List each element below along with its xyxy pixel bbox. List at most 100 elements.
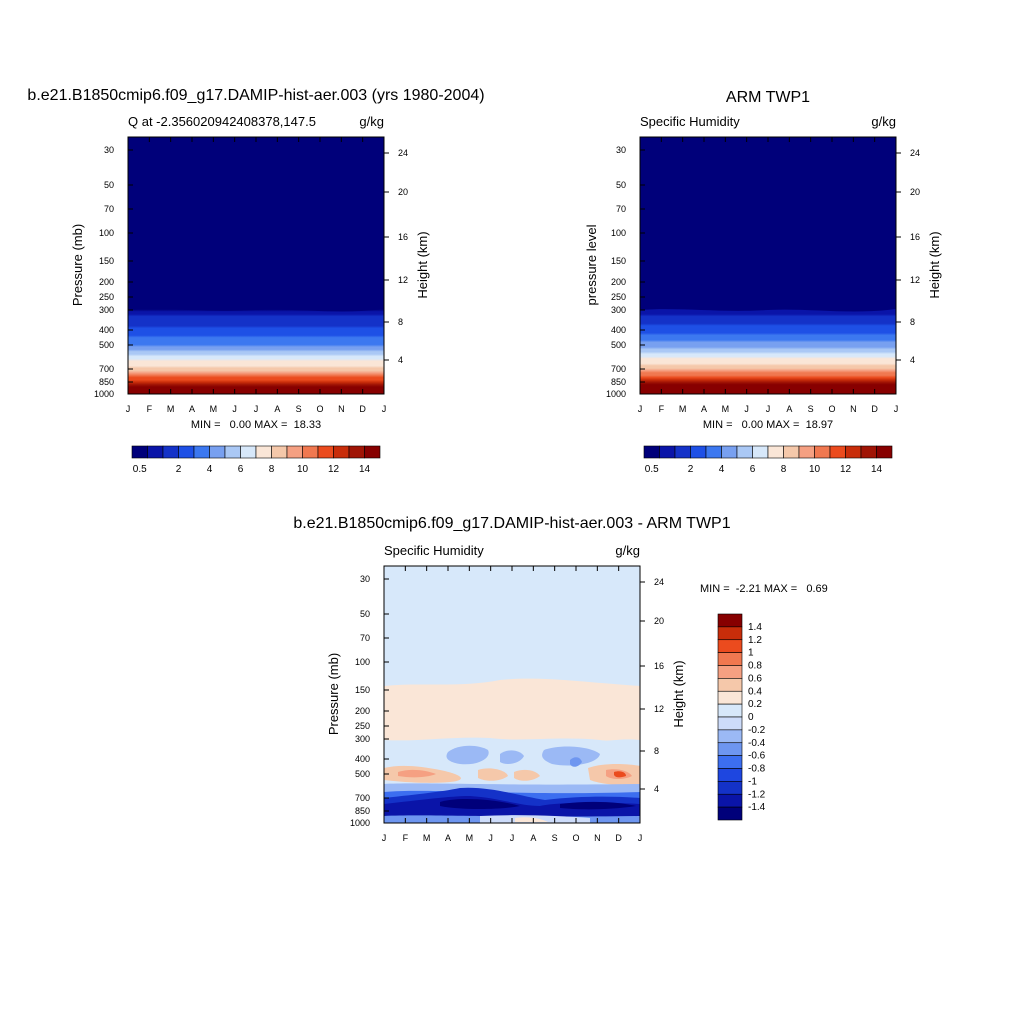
panel2-subtitle-right: g/kg: [871, 114, 896, 129]
colorbar-box: [131, 445, 148, 459]
colorbar-box: [752, 445, 769, 459]
colorbar-box: [860, 445, 877, 459]
colorbar-box: [717, 742, 743, 756]
colorbar-box: [317, 445, 334, 459]
x-tick-label: S: [808, 404, 814, 414]
x-tick-label: J: [254, 404, 259, 414]
x-tick-label: J: [382, 833, 387, 843]
colorbar-box: [845, 445, 862, 459]
colorbar-box: [643, 445, 660, 459]
colorbar-label: 0.5: [133, 464, 147, 475]
x-tick-label: M: [679, 404, 687, 414]
colorbar-label: 0.6: [748, 673, 762, 684]
colorbar-box: [690, 445, 707, 459]
x-tick-label: D: [871, 404, 878, 414]
x-tick-label: M: [167, 404, 175, 414]
colorbar-label: 1.2: [748, 635, 762, 646]
x-tick-label: J: [638, 833, 643, 843]
colorbar-label: -0.8: [748, 764, 766, 775]
colorbar-box: [717, 768, 743, 782]
colorbar-box: [814, 445, 831, 459]
y-tick-label: 500: [355, 769, 370, 779]
colorbar-box: [209, 445, 226, 459]
colorbar-label: 4: [207, 464, 213, 475]
y-right-tick-label: 20: [398, 187, 408, 197]
colorbar-box: [178, 445, 195, 459]
colorbar-label: 0.5: [645, 464, 659, 475]
x-tick-label: J: [894, 404, 899, 414]
colorbar-label: -1.2: [748, 789, 766, 800]
panel-difference: b.e21.B1850cmip6.f09_g17.DAMIP-hist-aer.…: [293, 515, 827, 843]
x-tick-label: O: [316, 404, 323, 414]
panel1-ylabel-right: Height (km): [415, 231, 430, 298]
y-right-tick-label: 8: [654, 746, 659, 756]
panel3-ylabel: Pressure (mb): [326, 653, 341, 735]
panel-obs: ARM TWP1 Specific Humidity g/kg J F M A M J J A…: [584, 89, 942, 475]
y-tick-label: 200: [611, 277, 626, 287]
colorbar-box: [162, 445, 179, 459]
x-tick-label: F: [659, 404, 665, 414]
colorbar-box: [717, 703, 743, 718]
y-tick-label: 850: [99, 377, 114, 387]
panel3-ylabel-right: Height (km): [671, 660, 686, 727]
panel3-colorbar: 1.4 1.2 1 0.80.6 0.4 0.2 0 -0.2 -0.4 -0.6 -0.8-1 -1…: [717, 613, 766, 821]
y-right-tick-label: 12: [910, 275, 920, 285]
panel3-subtitle-left: Specific Humidity: [384, 543, 484, 558]
y-tick-label: 70: [616, 204, 626, 214]
x-tick-label: J: [126, 404, 131, 414]
panel1-colorbar: 0.5 2 4 6 8 10 12 14: [131, 445, 381, 475]
colorbar-box: [717, 806, 743, 821]
y-tick-label: 50: [616, 180, 626, 190]
colorbar-box: [717, 665, 743, 679]
colorbar-box: [348, 445, 365, 459]
y-right-tick-label: 20: [654, 616, 664, 626]
colorbar-box: [364, 445, 381, 459]
y-right-tick-label: 24: [654, 577, 664, 587]
y-tick-label: 200: [99, 277, 114, 287]
colorbar-box: [736, 445, 753, 459]
x-tick-label: J: [510, 833, 515, 843]
colorbar-box: [717, 781, 743, 795]
y-tick-label: 250: [611, 292, 626, 302]
colorbar-box: [717, 716, 743, 731]
colorbar-label: 2: [688, 464, 694, 475]
y-tick-label: 700: [611, 364, 626, 374]
panel3-y-axis: 30 50 70 100 150 200 250 300 400 500 700 850 1000: [350, 574, 389, 828]
colorbar-label: -0.2: [748, 725, 766, 736]
x-tick-label: A: [274, 404, 280, 414]
y-tick-label: 150: [611, 256, 626, 266]
y-tick-label: 700: [99, 364, 114, 374]
colorbar-box: [193, 445, 210, 459]
y-tick-label: 150: [355, 685, 370, 695]
x-tick-label: N: [338, 404, 345, 414]
x-tick-label: A: [786, 404, 792, 414]
colorbar-label: 8: [269, 464, 275, 475]
y-right-tick-label: 12: [398, 275, 408, 285]
y-tick-label: 850: [611, 377, 626, 387]
colorbar-box: [717, 652, 743, 666]
panel2-ylabel: pressure level: [584, 224, 599, 305]
x-tick-label: O: [572, 833, 579, 843]
y-right-tick-label: 24: [398, 148, 408, 158]
x-tick-label: J: [382, 404, 387, 414]
y-right-tick-label: 4: [654, 784, 659, 794]
y-tick-label: 1000: [350, 818, 370, 828]
colorbar-label: 0.8: [748, 661, 762, 672]
colorbar-label: 12: [840, 464, 852, 475]
colorbar-label: 14: [359, 464, 371, 475]
panel1-field: [128, 137, 384, 394]
y-tick-label: 100: [99, 228, 114, 238]
y-tick-label: 100: [611, 228, 626, 238]
y-tick-label: 200: [355, 706, 370, 716]
colorbar-box: [717, 755, 743, 769]
x-tick-label: J: [766, 404, 771, 414]
panel3-field: [384, 566, 640, 823]
colorbar-box: [333, 445, 350, 459]
colorbar-label: -0.6: [748, 751, 766, 762]
y-tick-label: 400: [611, 325, 626, 335]
x-tick-label: N: [850, 404, 857, 414]
panel1-title: b.e21.B1850cmip6.f09_g17.DAMIP-hist-aer.…: [27, 87, 484, 104]
panel-model: b.e21.B1850cmip6.f09_g17.DAMIP-hist-aer.…: [27, 87, 484, 475]
